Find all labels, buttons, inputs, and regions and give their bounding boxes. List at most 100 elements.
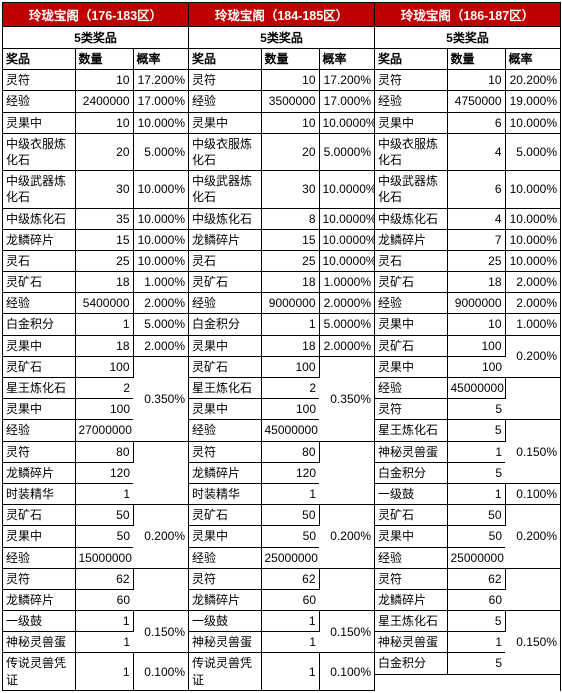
cell-qty: 9000000 — [447, 293, 505, 314]
cell-qty: 10 — [75, 70, 133, 91]
cell-item: 星王炼化石 — [375, 611, 447, 632]
cell-qty: 45000000 — [447, 378, 505, 399]
cell-item: 灵果中 — [375, 526, 447, 547]
table-row: 灵矿石1000.200% — [375, 335, 560, 356]
table-row: 灵石2510.000% — [3, 250, 188, 271]
cell-qty: 120 — [75, 462, 133, 483]
table-row: 灵符1020.200% — [375, 70, 560, 91]
cell-item: 灵果中 — [189, 112, 261, 133]
table-row: 经验45000000 — [375, 378, 560, 399]
table-row: 龙鳞碎片710.000% — [375, 229, 560, 250]
table-row: 灵矿石181.000% — [3, 272, 188, 293]
reward-column: 玲珑宝阁（184-185区）5类奖品奖品数量概率灵符1017.200%经验350… — [188, 2, 374, 691]
cell-prob: 17.000% — [319, 91, 374, 112]
cell-item: 神秘灵兽蛋 — [375, 441, 447, 462]
cell-item: 白金积分 — [189, 314, 261, 335]
cell-item: 灵果中 — [3, 526, 75, 547]
cell-item: 龙鳞碎片 — [189, 589, 261, 610]
cell-qty: 50 — [75, 526, 133, 547]
cell-item: 龙鳞碎片 — [375, 589, 447, 610]
cell-item: 经验 — [375, 378, 447, 399]
table-row: 经验90000002.000% — [375, 293, 560, 314]
cell-prob: 10.000% — [133, 112, 188, 133]
cell-qty: 1 — [447, 632, 505, 653]
table-row: 中级衣服炼化石205.0000% — [189, 133, 374, 170]
cell-prob: 1.000% — [505, 314, 560, 335]
table-row: 一级鼓10.150% — [3, 611, 188, 632]
cell-prob: 10.000% — [505, 250, 560, 271]
cell-qty: 25 — [75, 250, 133, 271]
table-row: 中级衣服炼化石45.000% — [375, 133, 560, 170]
cell-qty: 2400000 — [75, 91, 133, 112]
cell-prob: 10.0000% — [319, 171, 374, 208]
cell-item: 传说灵兽凭证 — [3, 653, 75, 690]
cell-qty: 45000000 — [261, 420, 319, 441]
cell-qty: 25 — [447, 250, 505, 271]
cell-prob: 5.000% — [505, 133, 560, 170]
cell-item: 神秘灵兽蛋 — [3, 632, 75, 653]
table-row: 灵矿石182.000% — [375, 272, 560, 293]
cell-item: 龙鳞碎片 — [375, 229, 447, 250]
cell-qty: 1 — [447, 483, 505, 504]
cell-prob: 0.100% — [319, 653, 374, 690]
cell-qty: 100 — [75, 399, 133, 420]
cell-qty: 4750000 — [447, 91, 505, 112]
cell-item: 灵符 — [189, 441, 261, 462]
cell-qty: 15 — [261, 229, 319, 250]
column-title: 玲珑宝阁（186-187区） — [375, 2, 560, 27]
table-row: 灵矿石1000.350% — [189, 356, 374, 377]
cell-item: 经验 — [375, 91, 447, 112]
cell-qty: 18 — [447, 272, 505, 293]
cell-qty: 50 — [447, 526, 505, 547]
cell-item: 灵果中 — [3, 112, 75, 133]
cell-item: 星王炼化石 — [375, 420, 447, 441]
table-row: 灵矿石500.200% — [375, 505, 560, 526]
table-row: 灵符1017.200% — [3, 70, 188, 91]
cell-item: 龙鳞碎片 — [189, 229, 261, 250]
table-row: 一级鼓10.100% — [375, 483, 560, 504]
cell-item: 经验 — [375, 293, 447, 314]
cell-qty: 60 — [261, 589, 319, 610]
cell-item: 中级炼化石 — [189, 208, 261, 229]
header-prob: 概率 — [319, 49, 374, 70]
table-row: 灵果中1010.000% — [3, 112, 188, 133]
cell-qty: 5400000 — [75, 293, 133, 314]
table-row: 龙鳞碎片1510.000% — [3, 229, 188, 250]
table-row: 灵矿石500.200% — [189, 505, 374, 526]
cell-prob: 2.0000% — [319, 293, 374, 314]
cell-prob: 2.000% — [505, 272, 560, 293]
cell-qty: 60 — [75, 589, 133, 610]
cell-qty: 4 — [447, 208, 505, 229]
cell-item: 中级武器炼化石 — [375, 171, 447, 208]
cell-qty: 100 — [261, 356, 319, 377]
cell-qty: 62 — [261, 568, 319, 589]
cell-qty: 50 — [261, 505, 319, 526]
cell-prob — [133, 441, 188, 505]
table-row: 星王炼化石50.150% — [375, 420, 560, 441]
cell-item: 灵矿石 — [375, 505, 447, 526]
cell-prob: 0.200% — [505, 335, 560, 377]
cell-item: 经验 — [189, 91, 261, 112]
table-row: 灵果中182.000% — [3, 335, 188, 356]
table-row: 中级炼化石410.000% — [375, 208, 560, 229]
cell-qty: 18 — [261, 335, 319, 356]
cell-qty: 9000000 — [261, 293, 319, 314]
cell-item: 经验 — [3, 547, 75, 568]
cell-item: 时装精华 — [3, 483, 75, 504]
cell-qty: 60 — [447, 589, 505, 610]
cell-prob: 5.0000% — [319, 314, 374, 335]
cell-qty: 15 — [75, 229, 133, 250]
cell-prob — [505, 378, 560, 420]
cell-qty: 62 — [447, 568, 505, 589]
cell-prob: 0.350% — [319, 356, 374, 441]
cell-qty: 35 — [75, 208, 133, 229]
cell-item: 经验 — [3, 420, 75, 441]
cell-item: 中级武器炼化石 — [189, 171, 261, 208]
header-item: 奖品 — [375, 49, 447, 70]
table-row: 经验475000019.000% — [375, 91, 560, 112]
cell-prob: 0.200% — [133, 505, 188, 569]
cell-item: 一级鼓 — [375, 483, 447, 504]
cell-item: 经验 — [189, 547, 261, 568]
cell-qty: 25000000 — [261, 547, 319, 568]
cell-item: 经验 — [189, 420, 261, 441]
